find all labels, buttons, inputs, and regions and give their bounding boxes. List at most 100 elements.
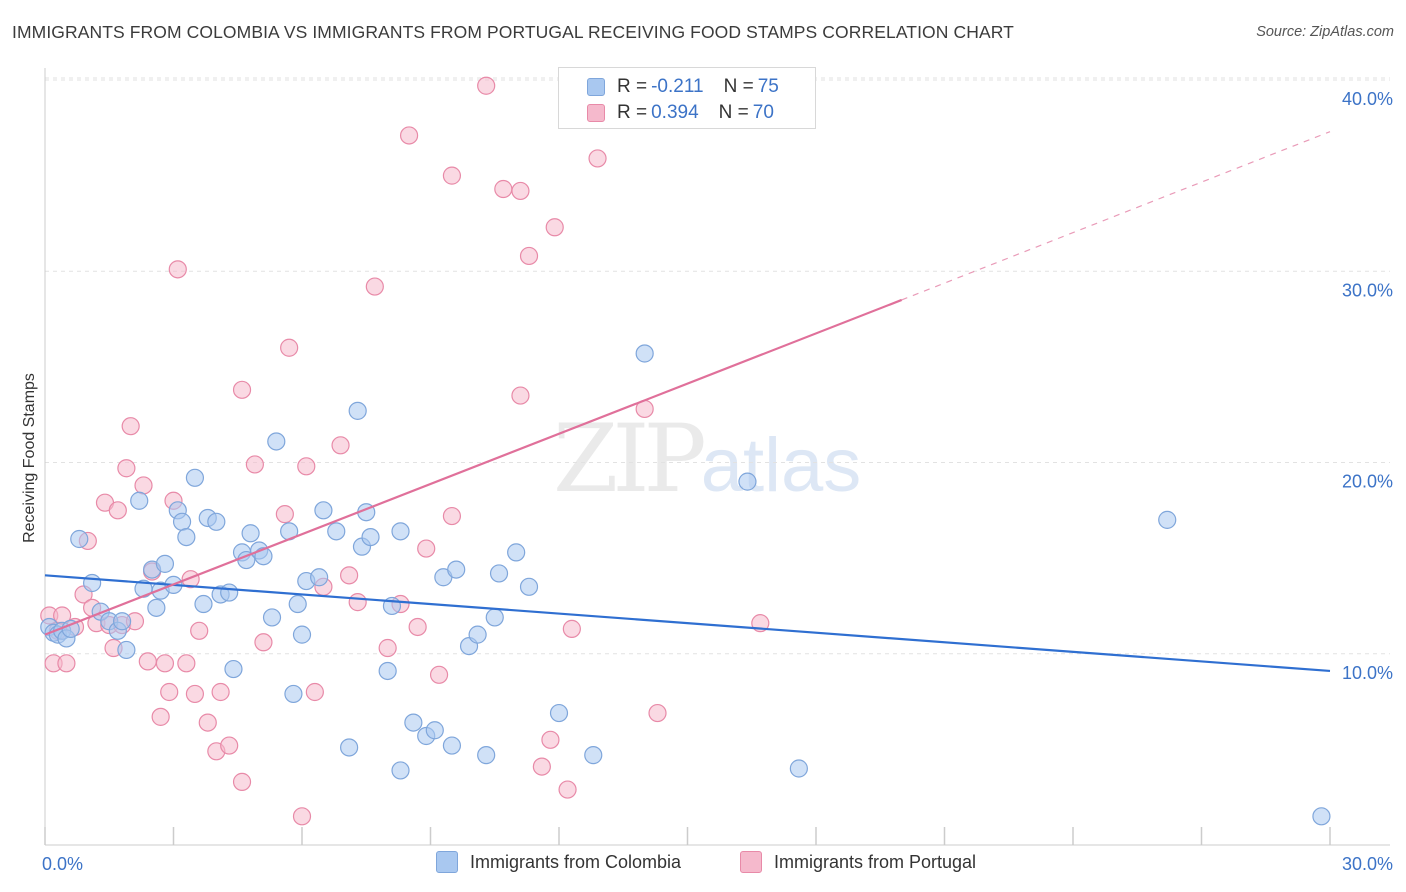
colombia-point	[194, 594, 213, 614]
colombia-point	[112, 612, 132, 631]
portugal-point	[429, 665, 449, 684]
portugal-point	[541, 730, 560, 749]
x-tick-label: 0.0%	[42, 854, 83, 874]
portugal-point	[365, 277, 384, 296]
portugal-point	[108, 501, 127, 520]
colombia-point	[789, 759, 808, 778]
bottom-legend-swatch-colombia	[436, 851, 458, 873]
colombia-point	[288, 594, 307, 614]
bottom-legend-label-colombia: Immigrants from Colombia	[470, 851, 682, 872]
colombia-point	[489, 564, 509, 583]
colombia-point	[70, 529, 89, 549]
portugal-point	[134, 476, 153, 495]
portugal-point	[232, 380, 252, 399]
legend-r-value: 0.394	[651, 102, 699, 123]
portugal-point	[305, 682, 324, 702]
colombia-point	[425, 721, 444, 740]
source-label: Source: ZipAtlas.com	[1256, 24, 1394, 40]
colombia-point	[442, 736, 462, 755]
legend-n-label: N =	[723, 76, 754, 97]
colombia-point	[635, 344, 654, 363]
colombia-point	[447, 560, 466, 579]
colombia-point	[147, 598, 166, 617]
portugal-point	[648, 703, 667, 723]
colombia-point	[177, 527, 196, 547]
portugal-point	[511, 386, 530, 405]
colombia-point	[361, 527, 380, 547]
bottom-legend-colombia: Immigrants from Colombia	[436, 851, 681, 873]
colombia-point	[468, 625, 487, 644]
colombia-point	[130, 491, 149, 510]
colombia-point	[477, 746, 496, 765]
chart-title: IMMIGRANTS FROM COLOMBIA VS IMMIGRANTS F…	[12, 22, 1014, 42]
portugal-point	[138, 652, 157, 671]
colombia-point	[1312, 807, 1331, 826]
colombia-point	[738, 472, 757, 491]
portugal-point	[121, 417, 140, 436]
colombia-point	[172, 512, 192, 531]
portugal-point	[297, 457, 316, 476]
legend-n-label: N =	[718, 102, 749, 123]
portugal-point	[275, 505, 294, 524]
colombia-point	[117, 640, 136, 660]
legend-r-label: R =	[617, 76, 648, 97]
colombia-trend-line	[44, 574, 1331, 673]
portugal-point	[378, 638, 397, 658]
portugal-point	[155, 654, 175, 673]
portugal-trend-line	[44, 298, 903, 636]
colombia-point	[310, 568, 329, 587]
legend-n-value: 70	[752, 102, 774, 123]
colombia-point	[220, 583, 239, 602]
y-tick-label: 10.0%	[1342, 663, 1393, 683]
portugal-point	[151, 707, 170, 726]
legend-r-label: R =	[617, 102, 648, 123]
colombia-point	[584, 746, 603, 765]
portugal-point	[211, 682, 230, 702]
legend-swatch-colombia	[587, 78, 605, 96]
colombia-point	[507, 543, 526, 562]
colombia-point	[404, 713, 423, 732]
y-tick-label: 30.0%	[1342, 280, 1393, 300]
legend-row-portugal: R = 0.394 N = 70	[587, 101, 778, 125]
colombia-point	[348, 401, 367, 420]
portugal-point	[545, 218, 564, 237]
colombia-point	[185, 468, 205, 487]
portugal-point	[340, 566, 359, 585]
portugal-point	[177, 654, 196, 673]
colombia-point	[378, 661, 397, 681]
portugal-point	[588, 149, 607, 168]
colombia-point	[267, 432, 286, 451]
legend-r-value: -0.211	[651, 76, 704, 97]
bottom-legend-swatch-portugal	[740, 851, 762, 873]
bottom-legend-label-portugal: Immigrants from Portugal	[774, 851, 977, 872]
colombia-point	[284, 684, 303, 704]
colombia-point	[224, 659, 243, 679]
portugal-trend-extension	[901, 131, 1331, 301]
legend-swatch-portugal	[587, 104, 605, 122]
portugal-point	[477, 76, 496, 95]
portugal-point	[562, 619, 581, 638]
portugal-point	[519, 246, 539, 266]
portugal-point	[442, 166, 462, 185]
portugal-point	[442, 506, 462, 526]
colombia-point	[1158, 510, 1177, 529]
portugal-point	[408, 617, 427, 637]
portugal-point	[117, 459, 136, 478]
colombia-point	[241, 524, 260, 543]
x-tick-label: 30.0%	[1342, 854, 1393, 874]
portugal-point	[198, 713, 217, 732]
bottom-legend-portugal: Immigrants from Portugal	[740, 851, 976, 873]
portugal-point	[185, 684, 205, 704]
colombia-point	[519, 577, 539, 596]
colombia-point	[155, 554, 175, 573]
portugal-point	[280, 338, 299, 357]
portugal-point	[160, 682, 179, 702]
colombia-point	[391, 522, 410, 541]
colombia-point	[292, 625, 312, 644]
portugal-point	[348, 593, 367, 612]
legend-n-value: 75	[757, 76, 779, 97]
portugal-point	[220, 736, 239, 755]
portugal-point	[399, 126, 419, 145]
portugal-point	[494, 179, 513, 199]
colombia-point	[83, 573, 102, 593]
